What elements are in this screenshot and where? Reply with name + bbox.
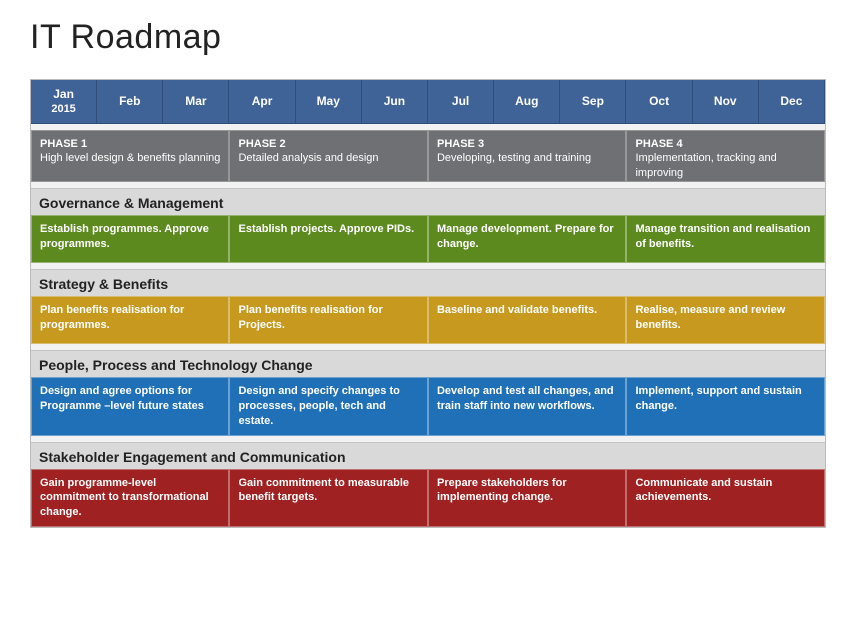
month-header: Nov <box>693 80 759 124</box>
task-cell: Gain commitment to measurable benefit ta… <box>229 469 428 528</box>
task-cell: Establish programmes. Approve programmes… <box>31 215 229 263</box>
task-cell: Plan benefits realisation for programmes… <box>31 296 229 344</box>
roadmap-grid: Jan2015FebMarAprMayJunJulAugSepOctNovDec… <box>30 79 826 528</box>
phase-cell: PHASE 2Detailed analysis and design <box>229 130 428 182</box>
task-cell: Realise, measure and review benefits. <box>626 296 825 344</box>
task-cell: Prepare stakeholders for implementing ch… <box>428 469 627 528</box>
task-cell: Design and agree options for Programme –… <box>31 377 229 436</box>
phase-cell: PHASE 3Developing, testing and training <box>428 130 627 182</box>
month-header: Oct <box>626 80 692 124</box>
task-cell: Manage development. Prepare for change. <box>428 215 627 263</box>
task-cell: Establish projects. Approve PIDs. <box>229 215 428 263</box>
month-header: Jul <box>428 80 494 124</box>
month-header: Jan2015 <box>31 80 97 124</box>
phase-cell: PHASE 1High level design & benefits plan… <box>31 130 229 182</box>
section-header: Governance & Management <box>31 188 825 215</box>
phase-cell: PHASE 4Implementation, tracking and impr… <box>626 130 825 182</box>
task-cell: Develop and test all changes, and train … <box>428 377 627 436</box>
section-header: People, Process and Technology Change <box>31 350 825 377</box>
month-header: Dec <box>759 80 825 124</box>
month-header: Mar <box>163 80 229 124</box>
task-cell: Communicate and sustain achievements. <box>626 469 825 528</box>
section-header: Strategy & Benefits <box>31 269 825 296</box>
month-header: Feb <box>97 80 163 124</box>
section-header: Stakeholder Engagement and Communication <box>31 442 825 469</box>
task-cell: Gain programme-level commitment to trans… <box>31 469 229 528</box>
task-cell: Implement, support and sustain change. <box>626 377 825 436</box>
month-header: Jun <box>362 80 428 124</box>
month-header: Apr <box>229 80 295 124</box>
task-cell: Manage transition and realisation of ben… <box>626 215 825 263</box>
month-header: Sep <box>560 80 626 124</box>
page-title: IT Roadmap <box>30 18 826 57</box>
task-cell: Baseline and validate benefits. <box>428 296 627 344</box>
month-header: May <box>296 80 362 124</box>
task-cell: Plan benefits realisation for Projects. <box>229 296 428 344</box>
task-cell: Design and specify changes to processes,… <box>229 377 428 436</box>
month-header: Aug <box>494 80 560 124</box>
